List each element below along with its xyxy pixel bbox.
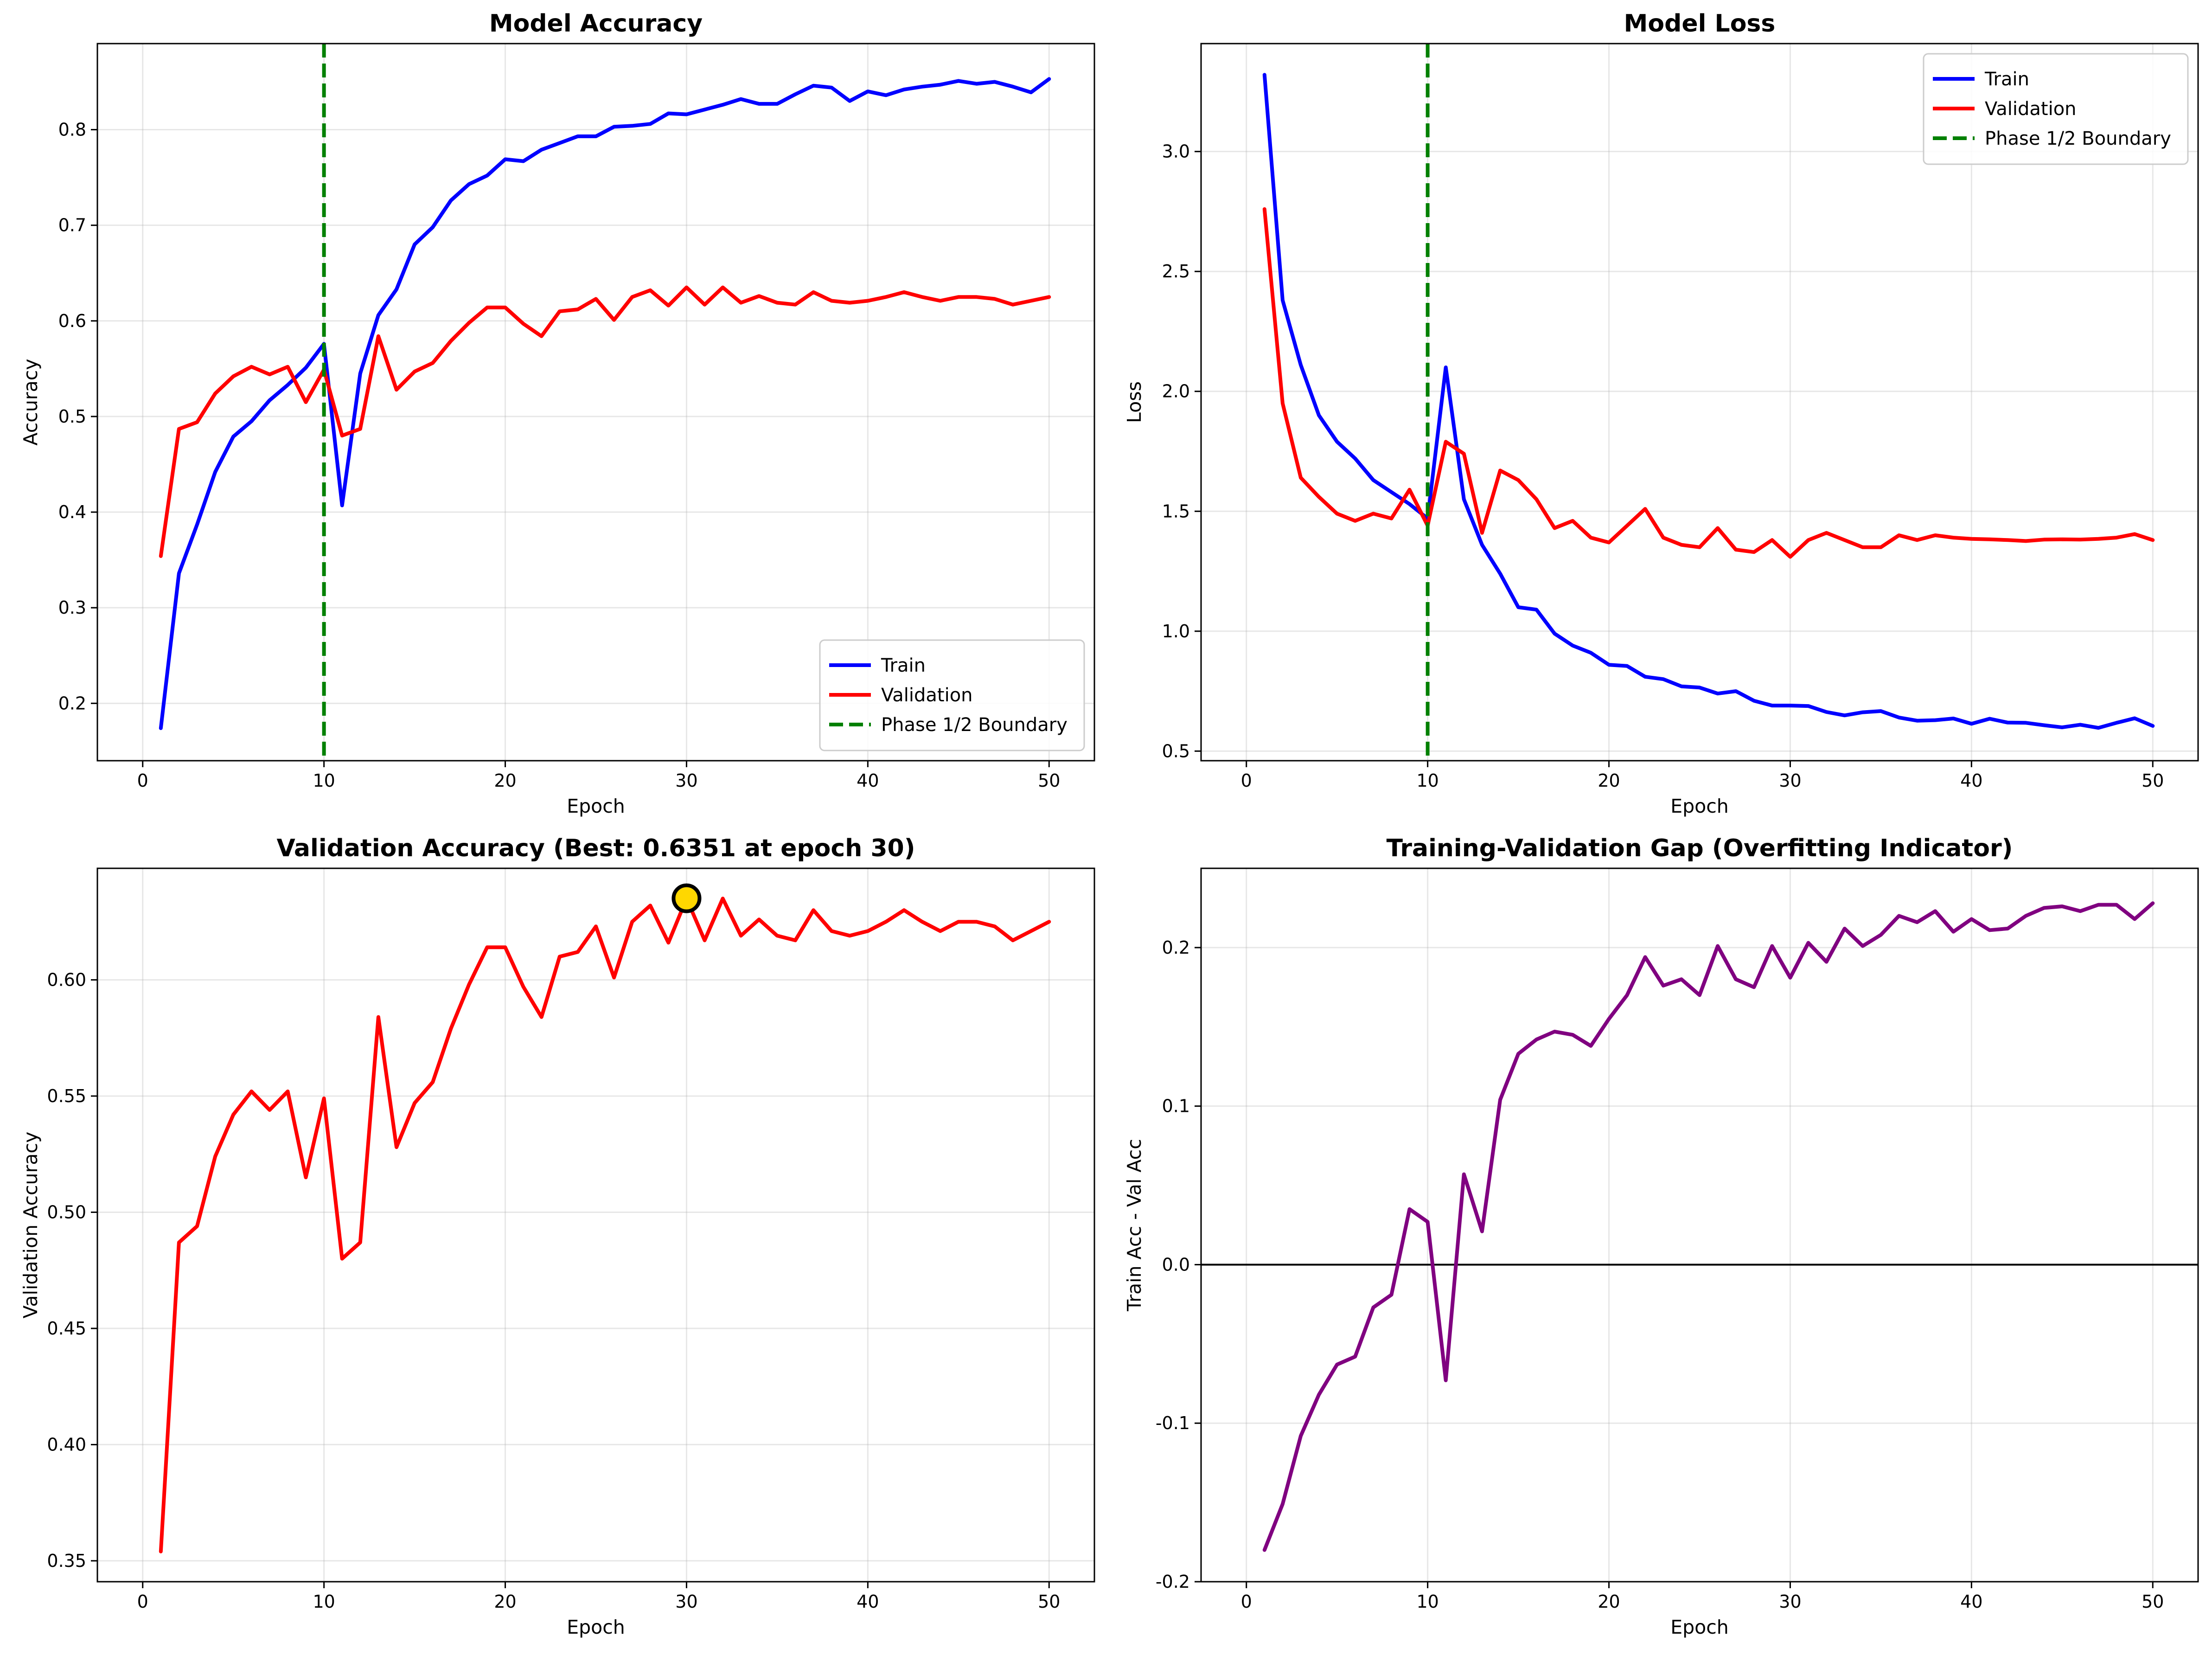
x-tick-label: 20 (1598, 770, 1620, 791)
y-tick-label: 0.7 (58, 215, 86, 236)
x-tick-label: 30 (675, 1591, 697, 1612)
chart-title: Validation Accuracy (Best: 0.6351 at epo… (277, 834, 915, 862)
y-tick-label: 0.2 (58, 693, 86, 713)
series-line-series-1 (1262, 901, 2155, 1552)
x-tick-label: 10 (1416, 770, 1438, 791)
x-tick-label: 10 (1416, 1591, 1438, 1612)
y-tick-label: 2.5 (1162, 261, 1190, 282)
legend-label: Train (881, 655, 926, 676)
legend-label: Phase 1/2 Boundary (881, 714, 1068, 736)
y-axis-label: Accuracy (19, 359, 42, 445)
y-tick-label: 0.2 (1162, 937, 1190, 958)
x-tick-label: 20 (1598, 1591, 1620, 1612)
chart-title: Training-Validation Gap (Overfitting Ind… (1387, 834, 2013, 862)
y-tick-label: 0.60 (47, 969, 86, 990)
y-tick-label: 0.45 (47, 1318, 86, 1339)
y-tick-label: 0.1 (1162, 1096, 1190, 1116)
y-tick-label: 3.0 (1162, 141, 1190, 162)
series-line-series-1 (159, 897, 1051, 1553)
legend-label: Validation (881, 685, 973, 706)
x-tick-label: 40 (1960, 1591, 1982, 1612)
x-tick-label: 10 (313, 770, 335, 791)
series-line-train (1262, 73, 2155, 730)
y-tick-label: 0.35 (47, 1551, 86, 1571)
legend-label: Train (1984, 69, 2029, 90)
x-axis-label: Epoch (567, 1616, 625, 1638)
y-tick-label: 0.3 (58, 597, 86, 618)
y-tick-label: 0.55 (47, 1086, 86, 1106)
x-axis-label: Epoch (567, 795, 625, 817)
x-tick-label: 0 (1241, 770, 1252, 791)
x-tick-label: 30 (1779, 1591, 1801, 1612)
legend-box (1923, 53, 2189, 165)
legend: Train Validation Phase 1/2 Boundary (1923, 53, 2189, 165)
y-tick-label: 0.50 (47, 1202, 86, 1222)
legend-label: Validation (1985, 98, 2077, 120)
legend: Train Validation Phase 1/2 Boundary (819, 639, 1085, 751)
axes-frame (96, 43, 1095, 762)
axes-frame (1200, 867, 2199, 1583)
chart-title: Model Loss (1624, 10, 1776, 38)
y-tick-label: 0.5 (1162, 741, 1190, 761)
x-tick-label: 10 (313, 1591, 335, 1612)
chart-panel-3: 0 10 20 30 40 50 0.35 0.40 0.45 0.50 0.55 0.60 Valid… (19, 834, 1095, 1638)
axes-frame (1200, 43, 2199, 762)
y-tick-label: 0.8 (58, 120, 86, 140)
series-line-train (159, 77, 1051, 730)
y-axis-label: Loss (1123, 381, 1145, 423)
legend-label: Phase 1/2 Boundary (1985, 128, 2171, 149)
chart-panel-4: 0 10 20 30 40 50 -0.2 -0.1 0.0 0.1 0.2 Training-Val… (1123, 834, 2199, 1638)
chart-panel-2: 0 10 20 30 40 50 0.5 1.0 1.5 2.0 2.5 3.0 Model Loss E… (1123, 10, 2199, 817)
series-line-validation (159, 285, 1051, 558)
x-tick-label: 40 (1960, 770, 1982, 791)
x-tick-label: 50 (1038, 1591, 1060, 1612)
series-line-validation (1262, 207, 2155, 559)
x-tick-label: 50 (2142, 770, 2164, 791)
y-tick-label: 0.0 (1162, 1254, 1190, 1275)
x-tick-label: 0 (137, 770, 148, 791)
x-tick-label: 40 (857, 770, 879, 791)
x-tick-label: 20 (494, 1591, 516, 1612)
y-tick-label: 0.5 (58, 406, 86, 427)
y-tick-label: 1.5 (1162, 501, 1190, 521)
x-axis-label: Epoch (1670, 1616, 1729, 1638)
y-tick-label: 0.40 (47, 1434, 86, 1455)
best-accuracy-marker (671, 883, 702, 913)
chart-panel-1: 0 10 20 30 40 50 0.2 0.3 0.4 0.5 0.6 0.7 0.8 Model Ac… (19, 10, 1095, 817)
x-tick-label: 50 (2142, 1591, 2164, 1612)
x-axis-label: Epoch (1670, 795, 1729, 817)
y-tick-label: 1.0 (1162, 621, 1190, 641)
y-tick-label: 2.0 (1162, 381, 1190, 402)
x-tick-label: 50 (1038, 770, 1060, 791)
y-axis-label: Validation Accuracy (19, 1132, 42, 1319)
y-tick-label: -0.2 (1156, 1572, 1190, 1592)
legend-box (819, 639, 1085, 751)
y-tick-label: 0.4 (58, 502, 86, 522)
x-tick-label: 20 (494, 770, 516, 791)
x-tick-label: 30 (675, 770, 697, 791)
x-tick-label: 30 (1779, 770, 1801, 791)
y-axis-label: Train Acc - Val Acc (1123, 1139, 1145, 1312)
chart-title: Model Accuracy (489, 10, 703, 38)
y-tick-label: -0.1 (1156, 1413, 1190, 1433)
axes-frame (96, 867, 1095, 1583)
x-tick-label: 0 (137, 1591, 148, 1612)
x-tick-label: 40 (857, 1591, 879, 1612)
y-tick-label: 0.6 (58, 311, 86, 331)
x-tick-label: 0 (1241, 1591, 1252, 1612)
